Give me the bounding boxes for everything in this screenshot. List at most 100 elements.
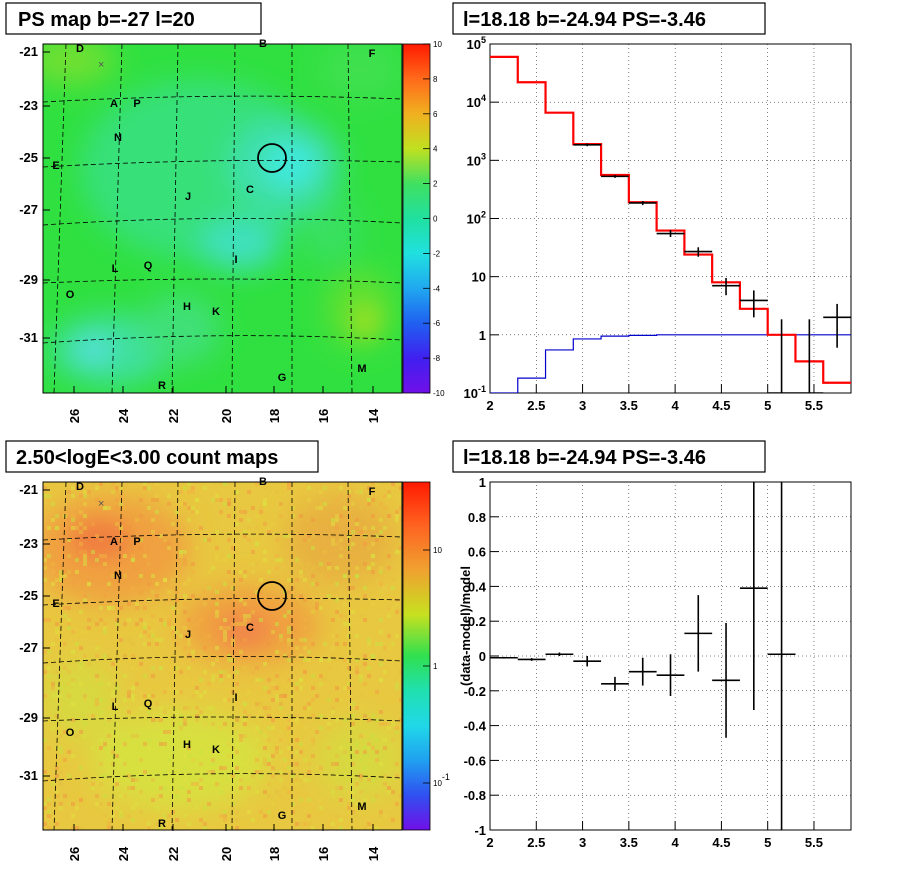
count-map-pixel: [87, 490, 91, 494]
count-map-pixel: [107, 682, 111, 686]
count-map-pixel: [223, 618, 227, 622]
count-map-pixel: [387, 606, 391, 610]
count-map-pixel: [55, 578, 59, 582]
count-map-pixel: [371, 570, 375, 574]
count-map-pixel: [267, 762, 271, 766]
count-map-pixel: [283, 534, 287, 538]
count-map-pixel: [231, 586, 235, 590]
count-map-pixel: [243, 802, 247, 806]
count-map-colorbar: [402, 481, 431, 831]
count-map-pixel: [275, 650, 279, 654]
count-map-pixel: [255, 666, 259, 670]
count-map-pixel: [279, 738, 283, 742]
count-map-pixel: [223, 766, 227, 770]
count-map-pixel: [391, 610, 395, 614]
y-tick-label: 1: [479, 475, 486, 490]
x-tick-label: 3: [579, 398, 586, 413]
count-map-pixel: [355, 658, 359, 662]
x-tick-label: 2.5: [527, 835, 545, 850]
count-map-pixel: [315, 602, 319, 606]
count-map-pixel: [83, 654, 87, 658]
spectrum-data-points: [573, 143, 851, 393]
count-map-pixel: [155, 494, 159, 498]
count-map-pixel: [143, 482, 147, 486]
count-map-pixel: [367, 498, 371, 502]
count-map-pixel: [199, 678, 203, 682]
x-tick-label: 5: [764, 398, 771, 413]
count-map-pixel: [255, 766, 259, 770]
count-map-pixel: [91, 782, 95, 786]
count-map-pixel: [231, 802, 235, 806]
residual-data-point: [684, 595, 713, 672]
source-label: P: [133, 536, 140, 548]
count-map-pixel: [351, 810, 355, 814]
count-map-pixel: [339, 494, 343, 498]
count-map-pixel: [339, 818, 343, 822]
count-map-pixel: [91, 786, 95, 790]
title-box-spectrum: l=18.18 b=-24.94 PS=-3.46: [452, 2, 766, 35]
count-map-pixel: [119, 814, 123, 818]
count-map-pixel: [127, 526, 131, 530]
count-map-pixel: [67, 802, 71, 806]
count-map-pixel: [267, 782, 271, 786]
count-map-pixel: [163, 710, 167, 714]
count-map-pixel: [155, 822, 159, 826]
count-map-pixel: [223, 634, 227, 638]
count-map-pixel: [287, 534, 291, 538]
count-map-pixel: [83, 502, 87, 506]
count-map-pixel: [383, 814, 387, 818]
count-map-pixel: [307, 814, 311, 818]
count-map-pixel: [187, 638, 191, 642]
count-map-pixel: [187, 506, 191, 510]
count-map-pixel: [267, 794, 271, 798]
count-map-pixel: [287, 746, 291, 750]
spectrum-data-point: [601, 174, 629, 178]
count-map-pixel: [371, 482, 375, 486]
count-map-pixel: [311, 642, 315, 646]
colorbar-tick-label: 10: [433, 40, 442, 49]
residuals-axes: 2 2.5 3 3.5 4 4.5 5 5.5 1 0.8 0.6 0.4 0.2 0 -0.2 -0.4 -0…: [464, 475, 823, 850]
count-map-pixel: [339, 746, 343, 750]
count-map-pixel: [99, 802, 103, 806]
count-map-pixel: [303, 658, 307, 662]
count-map-pixel: [103, 774, 107, 778]
count-map-pixel: [335, 642, 339, 646]
count-map-pixel: [223, 482, 227, 486]
count-map-pixel: [71, 650, 75, 654]
count-map-pixel: [159, 766, 163, 770]
count-map-pixel: [331, 706, 335, 710]
count-map-pixel: [203, 722, 207, 726]
count-map-pixel: [239, 738, 243, 742]
count-map-pixel: [327, 658, 331, 662]
count-map-pixel: [255, 702, 259, 706]
count-map-pixel: [227, 514, 231, 518]
count-map-pixel: [339, 614, 343, 618]
count-map-pixel: [367, 822, 371, 826]
count-map-pixel: [343, 750, 347, 754]
count-map-pixel: [275, 746, 279, 750]
count-map-pixel: [139, 774, 143, 778]
count-map-pixel: [219, 674, 223, 678]
count-map-pixel: [203, 602, 207, 606]
count-map-pixel: [111, 750, 115, 754]
count-map-pixel: [115, 490, 119, 494]
count-map-pixel: [315, 766, 319, 770]
count-map-pixel: [99, 562, 103, 566]
count-map-pixel: [47, 798, 51, 802]
count-map-pixel: [395, 518, 399, 522]
count-map-pixel: [131, 778, 135, 782]
count-map-pixel: [195, 690, 199, 694]
count-map-pixel: [135, 778, 139, 782]
count-map-pixel: [95, 674, 99, 678]
count-map-pixel: [355, 782, 359, 786]
count-map-pixel: [99, 782, 103, 786]
count-map-pixel: [171, 586, 175, 590]
count-map-pixel: [119, 746, 123, 750]
count-map-pixel: [263, 706, 267, 710]
x-tick-label: 18: [267, 409, 282, 423]
count-map-pixel: [151, 590, 155, 594]
count-map-pixel: [159, 786, 163, 790]
count-map-pixel: [155, 482, 159, 486]
count-map-pixel: [255, 726, 259, 730]
count-map-pixel: [103, 630, 107, 634]
